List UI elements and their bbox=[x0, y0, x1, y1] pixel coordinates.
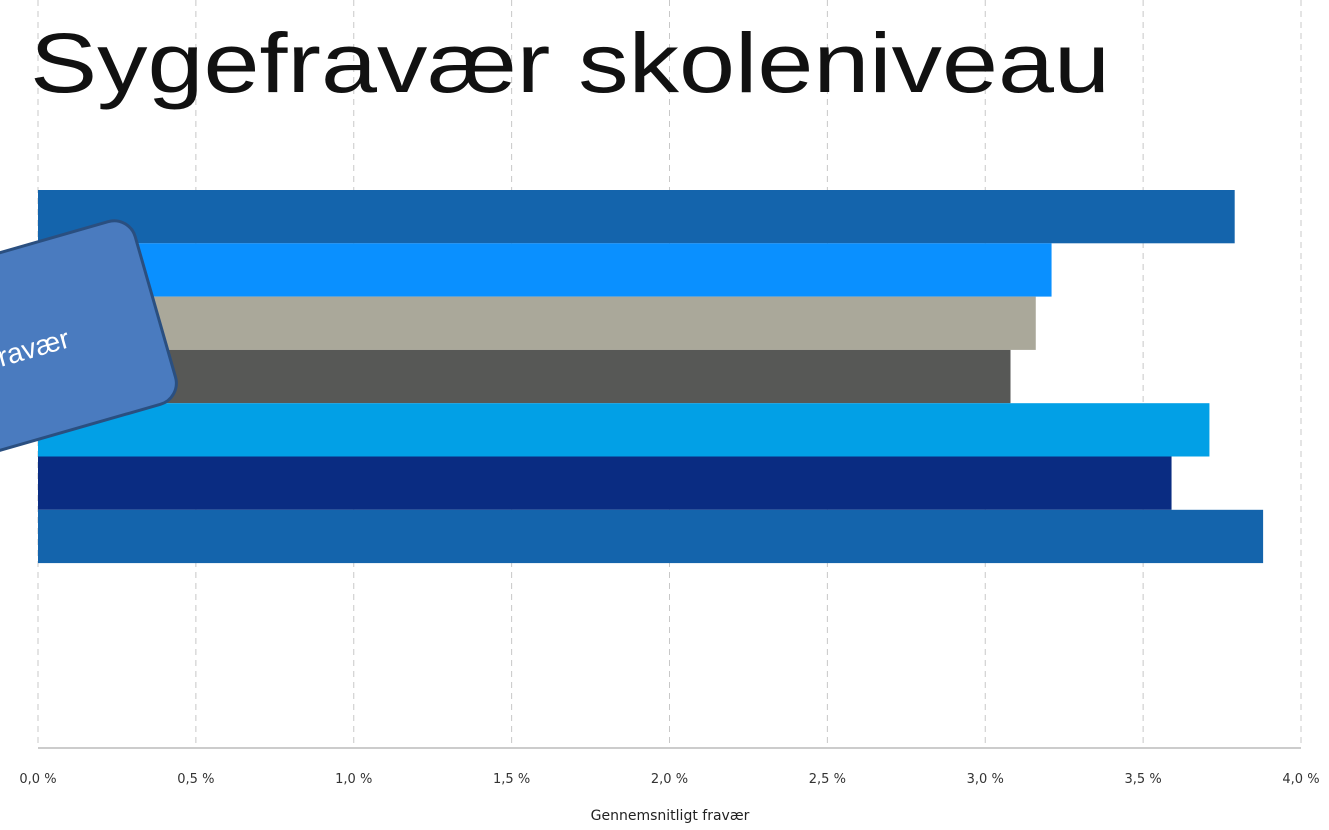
bar bbox=[38, 509, 1264, 564]
bars bbox=[38, 190, 1264, 564]
bar bbox=[38, 190, 1235, 244]
bar bbox=[38, 403, 1210, 457]
x-tick-label: 1,5 % bbox=[493, 772, 530, 787]
bar bbox=[38, 349, 1011, 404]
chart-title: Sygefravær skoleniveau bbox=[30, 16, 1110, 110]
x-tick-label: 0,0 % bbox=[19, 772, 56, 787]
bar bbox=[38, 296, 1036, 350]
x-tick-label: 3,5 % bbox=[1125, 772, 1162, 787]
callout-box bbox=[0, 219, 178, 464]
x-tick-label: 4,0 % bbox=[1282, 772, 1319, 787]
x-tick-label: 2,5 % bbox=[809, 772, 846, 787]
x-tick-label: 1,0 % bbox=[335, 772, 372, 787]
bar bbox=[38, 243, 1052, 297]
callout: ravær bbox=[0, 219, 178, 464]
bar bbox=[38, 456, 1172, 510]
x-tick-label: 2,0 % bbox=[651, 772, 688, 787]
x-tick-label: 0,5 % bbox=[177, 772, 214, 787]
x-tick-label: 3,0 % bbox=[967, 772, 1004, 787]
x-axis-label: Gennemsnitligt fravær bbox=[591, 808, 750, 824]
ticks: 0,0 % 0,5 % 1,0 % 1,5 % 2,0 % 2,5 % 3,0 % 3,5 %… bbox=[19, 772, 1319, 787]
